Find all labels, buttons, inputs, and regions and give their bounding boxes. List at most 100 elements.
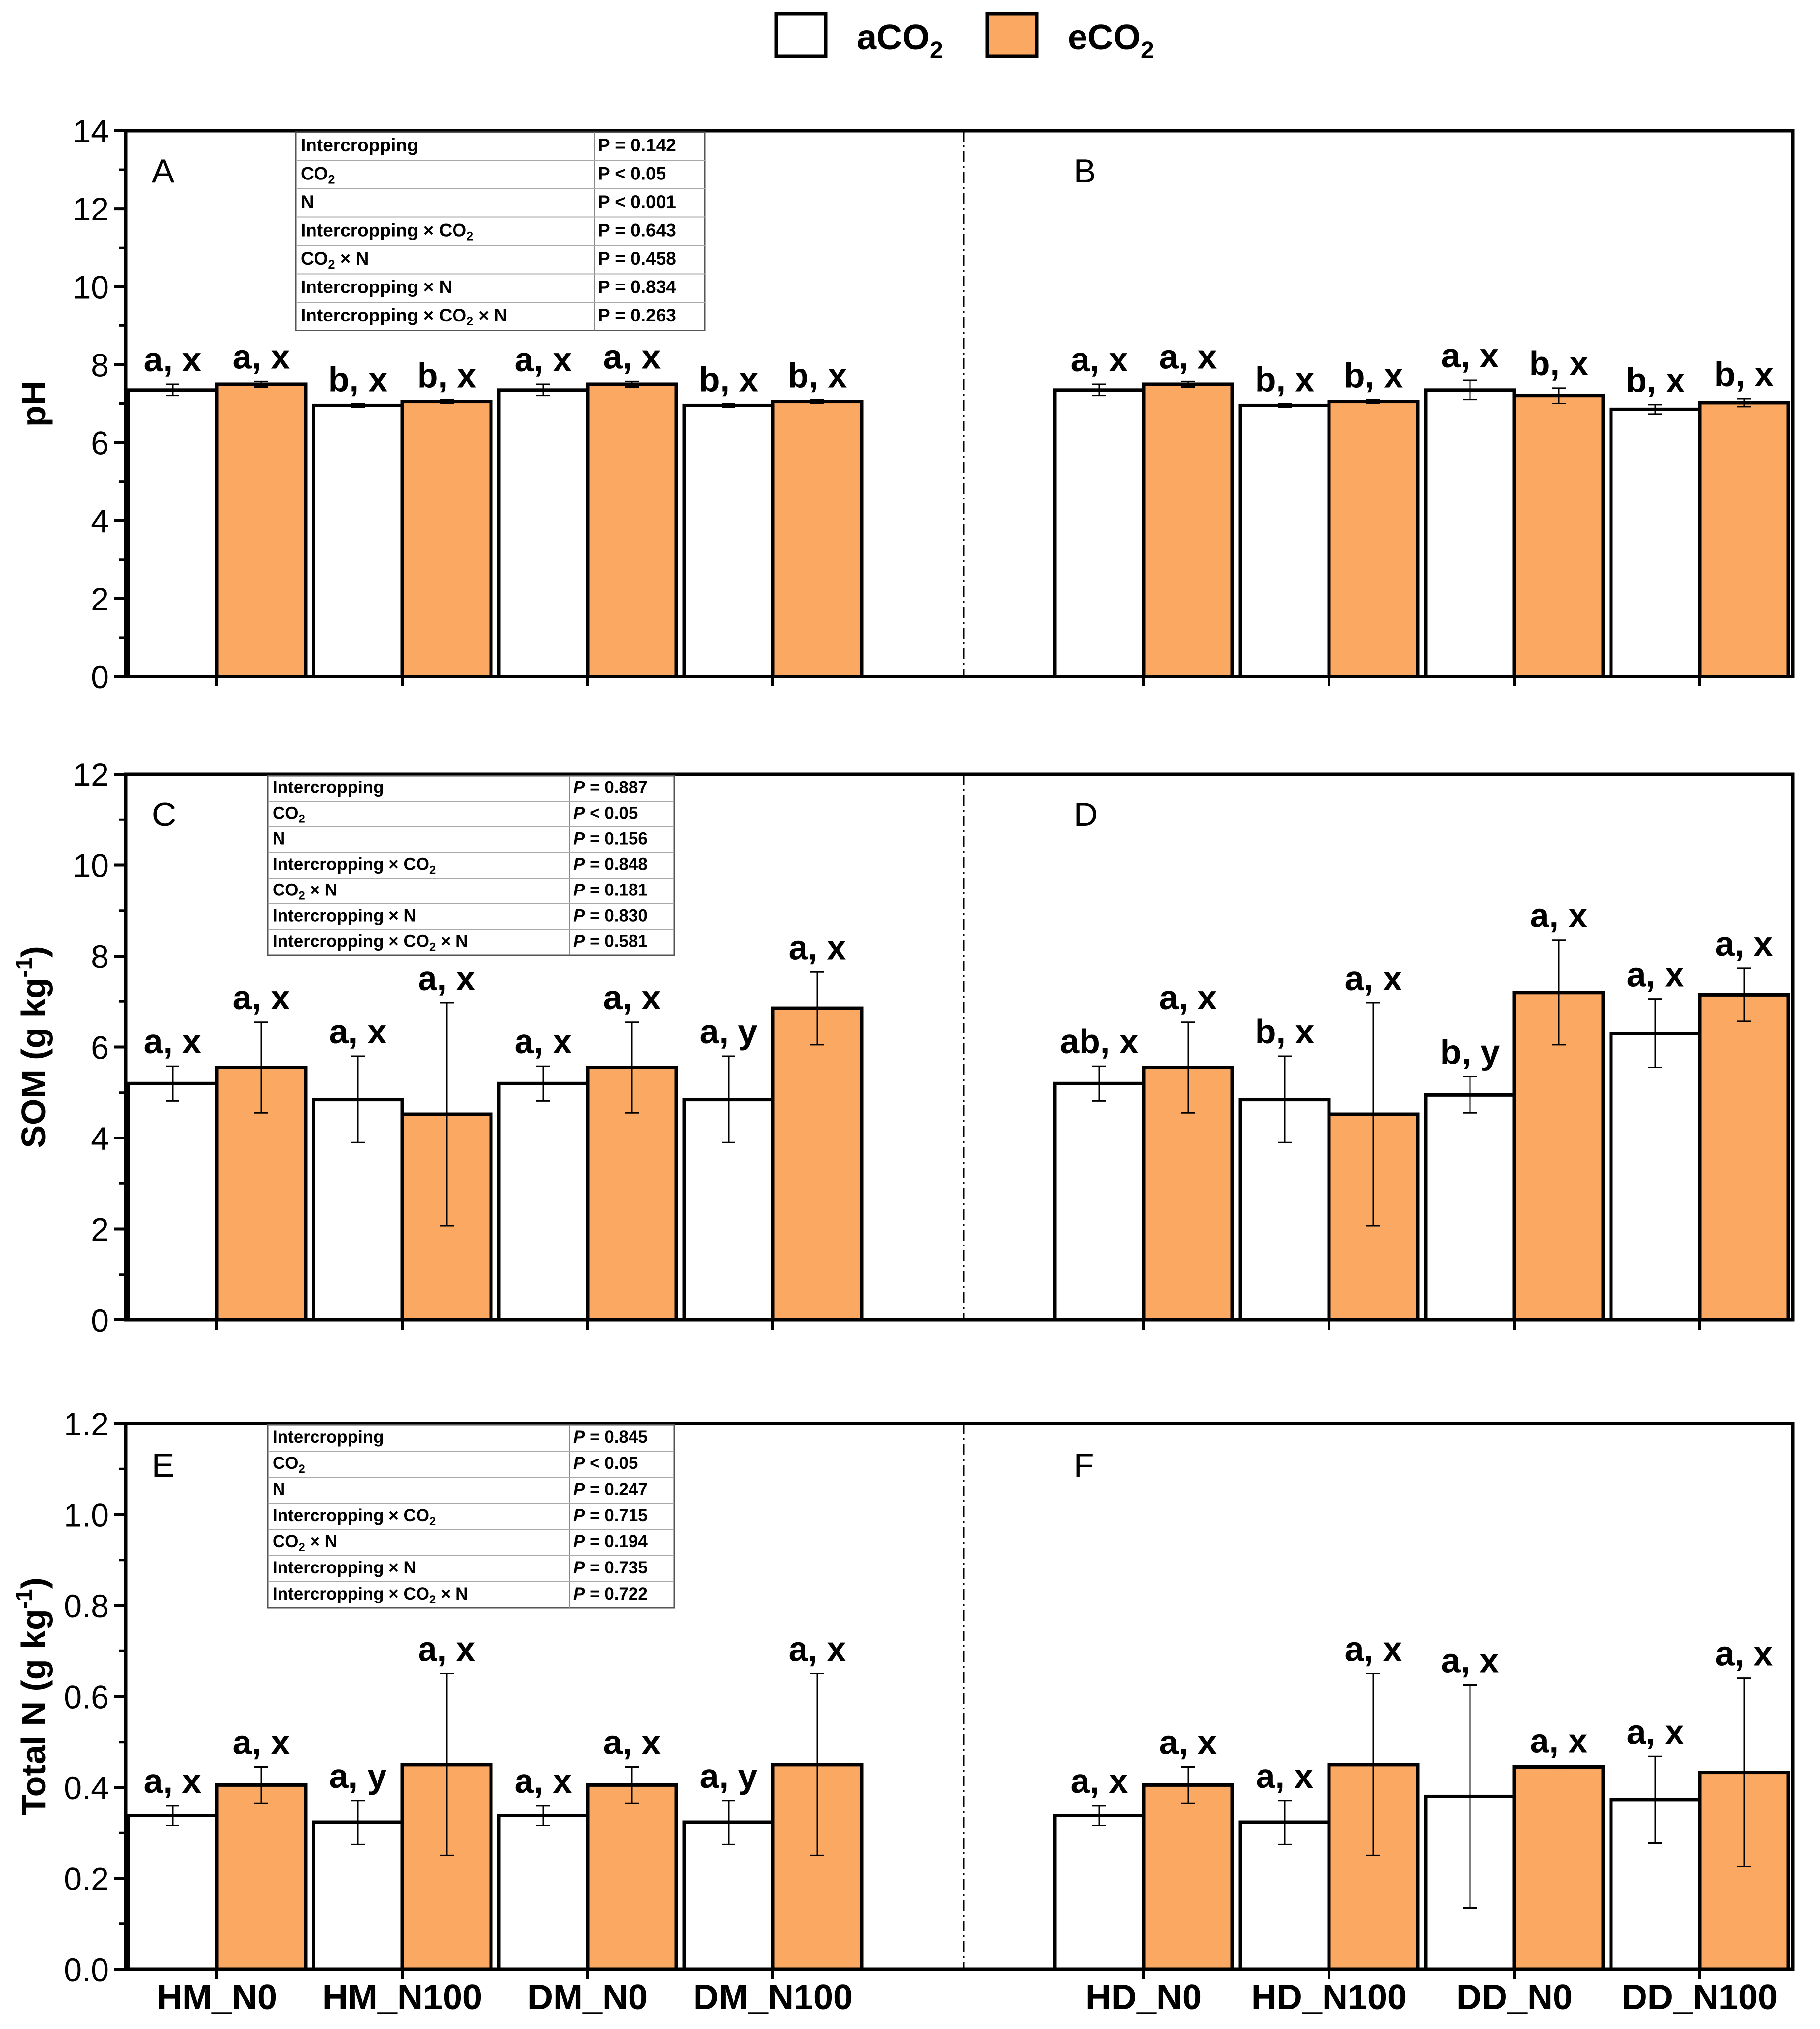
- stats-p-italic: P: [573, 1480, 585, 1499]
- stats-p-rest: = 0.715: [585, 1506, 647, 1525]
- x-axis-labels: HM_N0 HM_N100 DM_N0 DM_N100 HD_N0 HD_N100 DD_N…: [157, 1978, 1778, 2017]
- error-bar: [722, 1055, 735, 1143]
- significance-letter: b, x: [788, 356, 847, 394]
- error-bar: [810, 399, 824, 404]
- significance-letter: a, x: [1256, 1757, 1314, 1795]
- bar-eco2: [1327, 1763, 1420, 1971]
- stats-p-value: P = 0.735: [573, 1558, 648, 1577]
- y-tick-label: 8: [91, 347, 109, 383]
- error-bar: [351, 1800, 365, 1845]
- bar-aco2: [1238, 1098, 1331, 1322]
- stats-p-italic: P: [573, 829, 585, 848]
- bar-aco2: [1424, 1093, 1516, 1322]
- error-bar: [440, 1002, 454, 1227]
- stats-p-value: P = 0.458: [598, 249, 676, 269]
- error-bar: [1463, 1075, 1477, 1114]
- y-axis-label-main: pH: [14, 381, 53, 427]
- error-bar: [1366, 1673, 1380, 1856]
- significance-letter: a, x: [233, 978, 290, 1017]
- stats-term-tail: × N: [436, 931, 468, 951]
- error-bar: [1181, 1766, 1195, 1804]
- bar-aco2: [1053, 1814, 1146, 1971]
- stats-term-main: CO: [273, 803, 299, 822]
- x-category-label: HM_N0: [157, 1978, 277, 2017]
- stats-term: Intercropping: [273, 1427, 384, 1447]
- stats-term: N: [273, 829, 285, 848]
- significance-letter: a, x: [1345, 1630, 1402, 1668]
- stats-term-main: Intercropping × CO: [301, 305, 466, 325]
- significance-letter: a, x: [515, 1762, 572, 1800]
- bar-aco2: [1609, 1032, 1702, 1322]
- stats-p-value: P = 0.181: [573, 880, 648, 899]
- stats-term-main: Intercropping × CO: [273, 1506, 429, 1525]
- y-tick-label: 0.6: [64, 1679, 109, 1715]
- stats-p-italic: P: [573, 931, 585, 951]
- stats-term-main: Intercropping × CO: [273, 1584, 429, 1603]
- significance-letter: b, y: [1440, 1032, 1500, 1071]
- stats-p-italic: P: [573, 854, 585, 874]
- bar-aco2: [682, 1820, 775, 1971]
- legend: aCO2 eCO2: [774, 12, 1154, 64]
- bar-aco2: [312, 1820, 404, 1971]
- stats-term: Intercropping: [301, 135, 418, 155]
- significance-letter: a, x: [789, 1630, 846, 1668]
- y-tick-label: 6: [91, 425, 109, 462]
- significance-letter: a, x: [144, 1762, 202, 1800]
- significance-letter: b, x: [1529, 344, 1589, 383]
- x-category-label: HD_N100: [1251, 1978, 1407, 2017]
- significance-letter: ab, x: [1060, 1022, 1139, 1061]
- significance-letter: a, x: [1715, 925, 1773, 963]
- error-bar: [1463, 1684, 1477, 1909]
- bar-eco2: [215, 1783, 308, 1971]
- error-bar: [1181, 1021, 1195, 1114]
- stats-term: CO2: [273, 1454, 305, 1476]
- significance-letter: a, x: [789, 928, 846, 966]
- error-bar: [1092, 383, 1106, 397]
- bar-aco2: [682, 403, 775, 678]
- stats-p-italic: P: [573, 778, 585, 797]
- bar-aco2: [126, 1081, 219, 1322]
- significance-letter: a, x: [1071, 1762, 1128, 1800]
- stats-term: CO2: [273, 803, 305, 825]
- stats-term-main: N: [273, 1480, 285, 1499]
- legend-label-main: aCO: [857, 18, 930, 57]
- stats-term-tail: × N: [305, 880, 337, 899]
- y-axis-label-superscript: -1: [11, 1589, 36, 1609]
- significance-letter: a, x: [1530, 1722, 1588, 1760]
- error-bar: [1737, 398, 1751, 408]
- stats-p-value: P = 0.643: [598, 220, 676, 241]
- y-tick-label: 14: [73, 113, 109, 149]
- y-axis-label: pH: [14, 381, 53, 427]
- stats-p-value: P = 0.156: [573, 829, 648, 848]
- stats-p-value: P = 0.247: [573, 1480, 648, 1499]
- significance-letter: a, x: [1627, 1712, 1684, 1751]
- significance-letter: b, x: [1255, 360, 1315, 398]
- error-bar: [1366, 399, 1380, 404]
- legend-label-eco2: eCO2: [1068, 18, 1154, 64]
- stats-p-value: P < 0.001: [598, 192, 676, 212]
- stats-term-main: Intercropping × N: [273, 1558, 416, 1577]
- x-category-label: HD_N0: [1085, 1978, 1202, 2017]
- stats-p-value: P = 0.887: [573, 778, 648, 797]
- error-bar: [1552, 939, 1566, 1046]
- legend-label-subscript: 2: [930, 37, 943, 64]
- bar-aco2: [126, 388, 219, 678]
- error-bar: [166, 383, 179, 397]
- stats-p-value: P = 0.142: [598, 135, 676, 155]
- bar-eco2: [1698, 993, 1790, 1322]
- stats-term: Intercropping × N: [273, 906, 416, 925]
- y-axis: 0.0 0.2 0.4 0.6 0.8 1.0 1.2: [64, 1406, 126, 1988]
- bar-eco2: [400, 400, 493, 678]
- stats-term-tail: × N: [305, 1532, 337, 1551]
- stats-term-tail: × N: [335, 249, 369, 269]
- panel-letter-left: A: [152, 152, 175, 190]
- y-axis-label-close: ): [14, 1577, 53, 1589]
- bar-eco2: [771, 400, 864, 678]
- x-category-label: DM_N0: [527, 1978, 648, 2017]
- y-axis-label-close: ): [14, 946, 53, 957]
- bar-eco2: [1142, 382, 1234, 678]
- significance-letter: a, x: [1071, 340, 1128, 379]
- error-bar: [351, 403, 365, 408]
- x-category-label: DM_N100: [693, 1978, 853, 2017]
